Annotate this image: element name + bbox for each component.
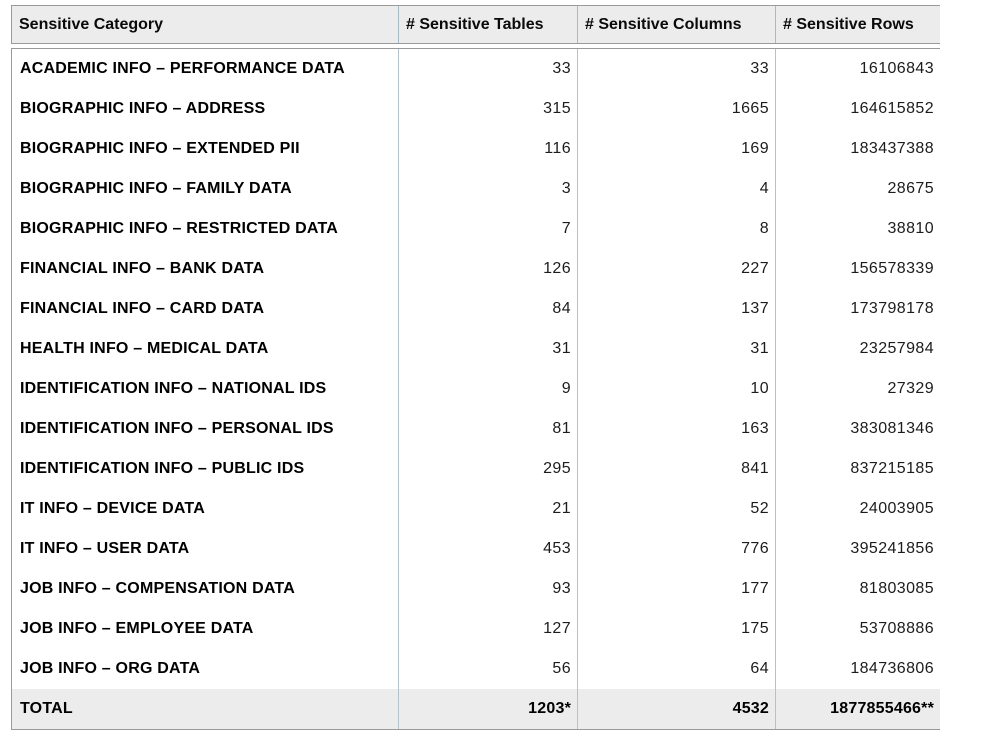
table-row: IDENTIFICATION INFO – PERSONAL IDS 81 163 3… [12,409,940,449]
value-cell: 295 [399,449,578,489]
value-cell: 137 [578,289,776,329]
value-cell: 81 [399,409,578,449]
total-sensitive-tables: 1203* [399,689,578,729]
value-cell: 3 [399,169,578,209]
value-cell: 184736806 [850,660,934,677]
value-cell: 4 [578,169,776,209]
value-cell: 116 [399,129,578,169]
table-row: HEALTH INFO – MEDICAL DATA 31 31 23257984 [12,329,940,369]
table-row: BIOGRAPHIC INFO – EXTENDED PII 116 169 1834… [12,129,940,169]
category-cell: IT INFO – USER DATA [12,529,399,569]
total-sensitive-columns: 4532 [578,689,776,729]
value-cell: 1665 [578,89,776,129]
table-row: BIOGRAPHIC INFO – ADDRESS 315 1665 16461585… [12,89,940,129]
sensitive-data-summary-table: Sensitive Category # Sensitive Tables # … [11,5,940,730]
value-cell: 21 [399,489,578,529]
value-cell: 383081346 [850,420,934,437]
category-cell: ACADEMIC INFO – PERFORMANCE DATA [12,49,399,89]
value-cell: 837215185 [850,460,934,477]
value-cell: 84 [399,289,578,329]
value-cell: 841 [578,449,776,489]
table-row: IT INFO – DEVICE DATA 21 52 24003905 [12,489,940,529]
value-cell: 93 [399,569,578,609]
value-cell: 164615852 [850,100,934,117]
total-row-label: TOTAL [12,689,399,729]
value-cell: 52 [578,489,776,529]
table-row: JOB INFO – EMPLOYEE DATA 127 175 53708886 [12,609,940,649]
value-cell: 38810 [887,220,934,237]
value-cell: 163 [578,409,776,449]
category-cell: IT INFO – DEVICE DATA [12,489,399,529]
table-header-row: Sensitive Category # Sensitive Tables # … [11,5,940,44]
category-cell: BIOGRAPHIC INFO – RESTRICTED DATA [12,209,399,249]
value-cell: 315 [399,89,578,129]
category-cell: BIOGRAPHIC INFO – EXTENDED PII [12,129,399,169]
column-header-sensitive-columns: # Sensitive Columns [578,6,776,43]
category-cell: JOB INFO – EMPLOYEE DATA [12,609,399,649]
value-cell: 23257984 [859,340,934,357]
table-row: JOB INFO – ORG DATA 56 64 184736806 [12,649,940,689]
value-cell: 31 [578,329,776,369]
value-cell: 64 [578,649,776,689]
value-cell: 33 [399,49,578,89]
category-cell: FINANCIAL INFO – CARD DATA [12,289,399,329]
category-cell: JOB INFO – ORG DATA [12,649,399,689]
value-cell: 31 [399,329,578,369]
value-cell: 28675 [887,180,934,197]
category-cell: HEALTH INFO – MEDICAL DATA [12,329,399,369]
category-cell: IDENTIFICATION INFO – PUBLIC IDS [12,449,399,489]
table-row: IDENTIFICATION INFO – PUBLIC IDS 295 841 83… [12,449,940,489]
header-body-gap [11,44,940,48]
value-cell: 127 [399,609,578,649]
value-cell: 169 [578,129,776,169]
category-cell: FINANCIAL INFO – BANK DATA [12,249,399,289]
value-cell: 453 [399,529,578,569]
category-cell: IDENTIFICATION INFO – PERSONAL IDS [12,409,399,449]
table-rows: ACADEMIC INFO – PERFORMANCE DATA 33 33 1610… [12,49,940,689]
category-cell: IDENTIFICATION INFO – NATIONAL IDS [12,369,399,409]
value-cell: 183437388 [850,140,934,157]
category-cell: BIOGRAPHIC INFO – FAMILY DATA [12,169,399,209]
table-row: ACADEMIC INFO – PERFORMANCE DATA 33 33 1610… [12,49,940,89]
table-row: FINANCIAL INFO – CARD DATA 84 137 173798178 [12,289,940,329]
value-cell: 776 [578,529,776,569]
value-cell: 395241856 [850,540,934,557]
value-cell: 173798178 [850,300,934,317]
category-cell: BIOGRAPHIC INFO – ADDRESS [12,89,399,129]
value-cell: 16106843 [859,60,934,77]
value-cell: 24003905 [859,500,934,517]
total-row: TOTAL 1203* 4532 1877855466** [12,689,940,729]
value-cell: 175 [578,609,776,649]
table-row: BIOGRAPHIC INFO – FAMILY DATA 3 4 28675 [12,169,940,209]
value-cell: 227 [578,249,776,289]
table-row: IDENTIFICATION INFO – NATIONAL IDS 9 10 273… [12,369,940,409]
column-header-sensitive-category: Sensitive Category [12,6,399,43]
value-cell: 53708886 [859,620,934,637]
value-cell: 81803085 [859,580,934,597]
value-cell: 8 [578,209,776,249]
table-row: IT INFO – USER DATA 453 776 395241856 [12,529,940,569]
value-cell: 33 [578,49,776,89]
value-cell: 7 [399,209,578,249]
value-cell: 56 [399,649,578,689]
table-row: FINANCIAL INFO – BANK DATA 126 227 15657833… [12,249,940,289]
table-row: BIOGRAPHIC INFO – RESTRICTED DATA 7 8 38810 [12,209,940,249]
column-header-sensitive-tables: # Sensitive Tables [399,6,578,43]
value-cell: 126 [399,249,578,289]
column-header-sensitive-rows: # Sensitive Rows [783,15,914,33]
value-cell: 177 [578,569,776,609]
category-cell: JOB INFO – COMPENSATION DATA [12,569,399,609]
value-cell: 27329 [887,380,934,397]
table-body: ACADEMIC INFO – PERFORMANCE DATA 33 33 1610… [11,48,940,730]
value-cell: 156578339 [850,260,934,277]
value-cell: 9 [399,369,578,409]
table-row: JOB INFO – COMPENSATION DATA 93 177 8180308… [12,569,940,609]
total-sensitive-rows: 1877855466** [830,700,934,717]
value-cell: 10 [578,369,776,409]
